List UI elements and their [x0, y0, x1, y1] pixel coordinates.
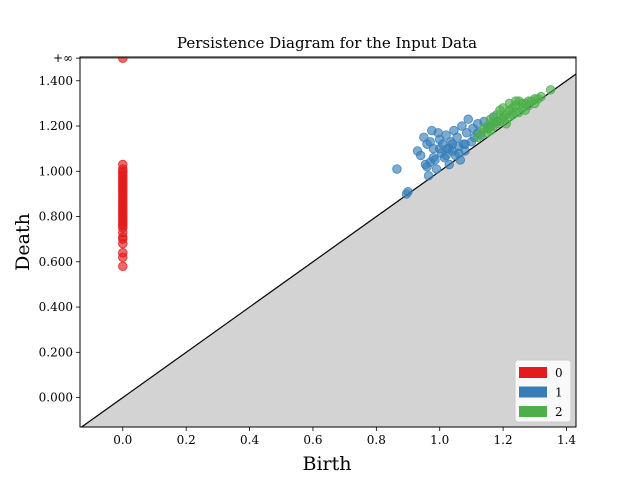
data-point	[392, 164, 402, 174]
y-tick-label: 1.200	[39, 119, 73, 133]
data-point	[431, 164, 442, 174]
plot-frame	[79, 56, 577, 428]
data-point	[511, 107, 521, 118]
data-point	[545, 85, 556, 95]
legend-swatch-1	[519, 386, 547, 398]
y-tick-label: 0.400	[39, 300, 73, 314]
data-point	[444, 159, 454, 170]
data-point	[495, 105, 505, 115]
data-point	[416, 150, 426, 161]
legend-label-1: 1	[555, 386, 563, 400]
data-point	[461, 128, 472, 138]
data-point	[118, 57, 128, 63]
data-point	[485, 125, 496, 136]
legend: 0 1 2	[514, 359, 572, 423]
x-tick-label: 0.8	[367, 433, 386, 447]
legend-swatch-2	[519, 406, 547, 417]
data-point	[536, 91, 546, 102]
data-point	[118, 261, 128, 272]
x-tick-label: 1.4	[557, 433, 576, 447]
data-point	[435, 143, 445, 154]
series-2	[473, 85, 556, 143]
legend-swatch-0	[519, 367, 547, 378]
legend-label-0: 0	[555, 366, 563, 380]
x-tick-label: 0.0	[113, 433, 132, 447]
plot-area: 0.0 0.2 0.4 0.6 0.8 1.0 1.2 1.4 0.000 0.200 0.400 0…	[39, 51, 577, 447]
data-point	[118, 252, 128, 262]
y-tick-label: 0.800	[39, 210, 73, 224]
x-tick-label: 0.4	[240, 433, 259, 447]
x-tick-label: 1.0	[430, 433, 449, 447]
data-point	[441, 130, 451, 140]
y-tick-label: 0.000	[39, 391, 73, 405]
data-point	[463, 114, 473, 124]
data-point	[422, 162, 432, 172]
data-point	[511, 96, 521, 106]
data-point	[118, 238, 128, 249]
data-point	[454, 148, 464, 158]
data-point	[504, 112, 515, 122]
data-point	[447, 139, 458, 149]
y-axis-label: Death	[12, 213, 34, 271]
chart-title: Persistence Diagram for the Input Data	[177, 34, 477, 52]
data-point	[488, 116, 499, 127]
y-tick-label-infinity: +∞	[53, 51, 73, 65]
data-point	[457, 121, 467, 131]
data-point	[423, 171, 434, 181]
data-point	[476, 128, 486, 138]
data-point	[452, 132, 462, 143]
x-tick-label: 1.2	[494, 433, 513, 447]
x-tick-label: 0.2	[177, 433, 196, 447]
series-0	[118, 57, 128, 272]
y-tick-label: 0.600	[39, 255, 73, 269]
x-axis-label: Birth	[303, 453, 352, 475]
y-tick-label: 1.000	[39, 164, 73, 178]
y-tick-label: 0.200	[39, 345, 73, 359]
x-tick-label: 0.6	[303, 433, 322, 447]
legend-label-2: 2	[555, 405, 563, 419]
data-point	[403, 186, 413, 197]
data-point	[530, 98, 540, 109]
below-diagonal-region	[80, 73, 576, 427]
y-tick-label: 1.400	[39, 74, 73, 88]
data-point	[460, 139, 470, 149]
